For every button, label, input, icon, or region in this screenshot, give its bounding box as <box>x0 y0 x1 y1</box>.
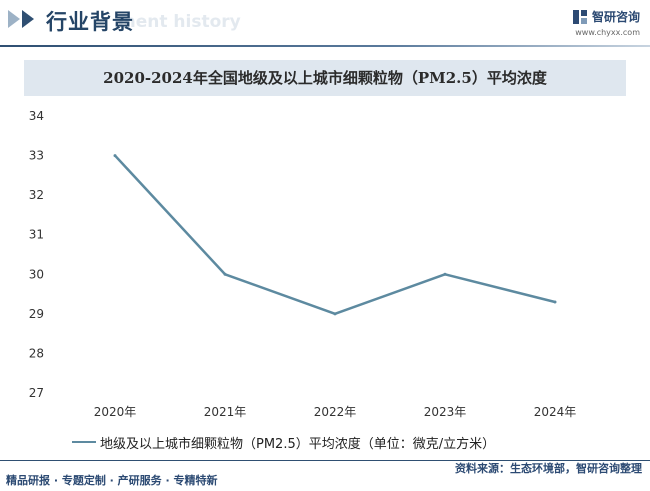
y-tick-label: 27 <box>29 386 44 400</box>
y-tick-label: 31 <box>29 228 44 242</box>
section-title: 行业背景 <box>46 10 134 34</box>
section-subtitle: ment history <box>118 12 241 32</box>
x-tick-label: 2024年 <box>534 405 577 419</box>
x-tick-label: 2021年 <box>204 405 247 419</box>
data-point <box>333 312 337 316</box>
data-point <box>223 272 227 276</box>
legend: 地级及以上城市细颗粒物（PM2.5）平均浓度（单位：微克/立方米） <box>72 432 495 452</box>
y-tick-label: 33 <box>29 149 44 163</box>
series-layer <box>113 154 557 316</box>
brand-logo: 智研咨询 www.chyxx.com <box>572 8 640 37</box>
chevron-right-icon <box>8 10 20 28</box>
source-note: 资料来源：生态环境部，智研咨询整理 <box>455 462 642 475</box>
series-line <box>114 154 556 316</box>
chart-title: 2020-2024年全国地级及以上城市细颗粒物（PM2.5）平均浓度 <box>103 69 547 87</box>
y-tick-label: 34 <box>29 109 44 123</box>
data-point <box>553 300 557 304</box>
logo-url: www.chyxx.com <box>575 28 640 37</box>
x-tick-label: 2022年 <box>314 405 357 419</box>
footer-services: 精品研报 · 专题定制 · 产研服务 · 专精特新 <box>6 474 218 487</box>
x-axis: 2020年 2021年 2022年 2023年 2024年 <box>94 405 577 419</box>
chart-title-bar: 2020-2024年全国地级及以上城市细颗粒物（PM2.5）平均浓度 <box>24 60 626 96</box>
legend-swatch <box>72 441 96 443</box>
logo-icon <box>572 9 587 24</box>
chevron-right-icon <box>22 10 34 28</box>
x-tick-label: 2020年 <box>94 405 137 419</box>
footer: 精品研报 · 专题定制 · 产研服务 · 专精特新 资料来源：生态环境部，智研咨… <box>0 460 650 491</box>
legend-label: 地级及以上城市细颗粒物（PM2.5）平均浓度（单位：微克/立方米） <box>100 436 496 452</box>
x-tick-label: 2023年 <box>424 405 467 419</box>
y-tick-label: 28 <box>29 346 44 360</box>
data-point <box>113 154 117 158</box>
data-point <box>443 272 447 276</box>
logo-text: 智研咨询 <box>591 10 640 24</box>
y-tick-label: 32 <box>29 188 44 202</box>
header: ment history 行业背景 智研咨询 www.chyxx.com <box>0 0 650 46</box>
header-divider <box>0 45 650 47</box>
footer-divider <box>0 460 650 461</box>
y-tick-label: 29 <box>29 307 44 321</box>
y-tick-label: 30 <box>29 267 44 281</box>
y-axis: 27 28 29 30 31 32 33 34 <box>29 109 44 400</box>
